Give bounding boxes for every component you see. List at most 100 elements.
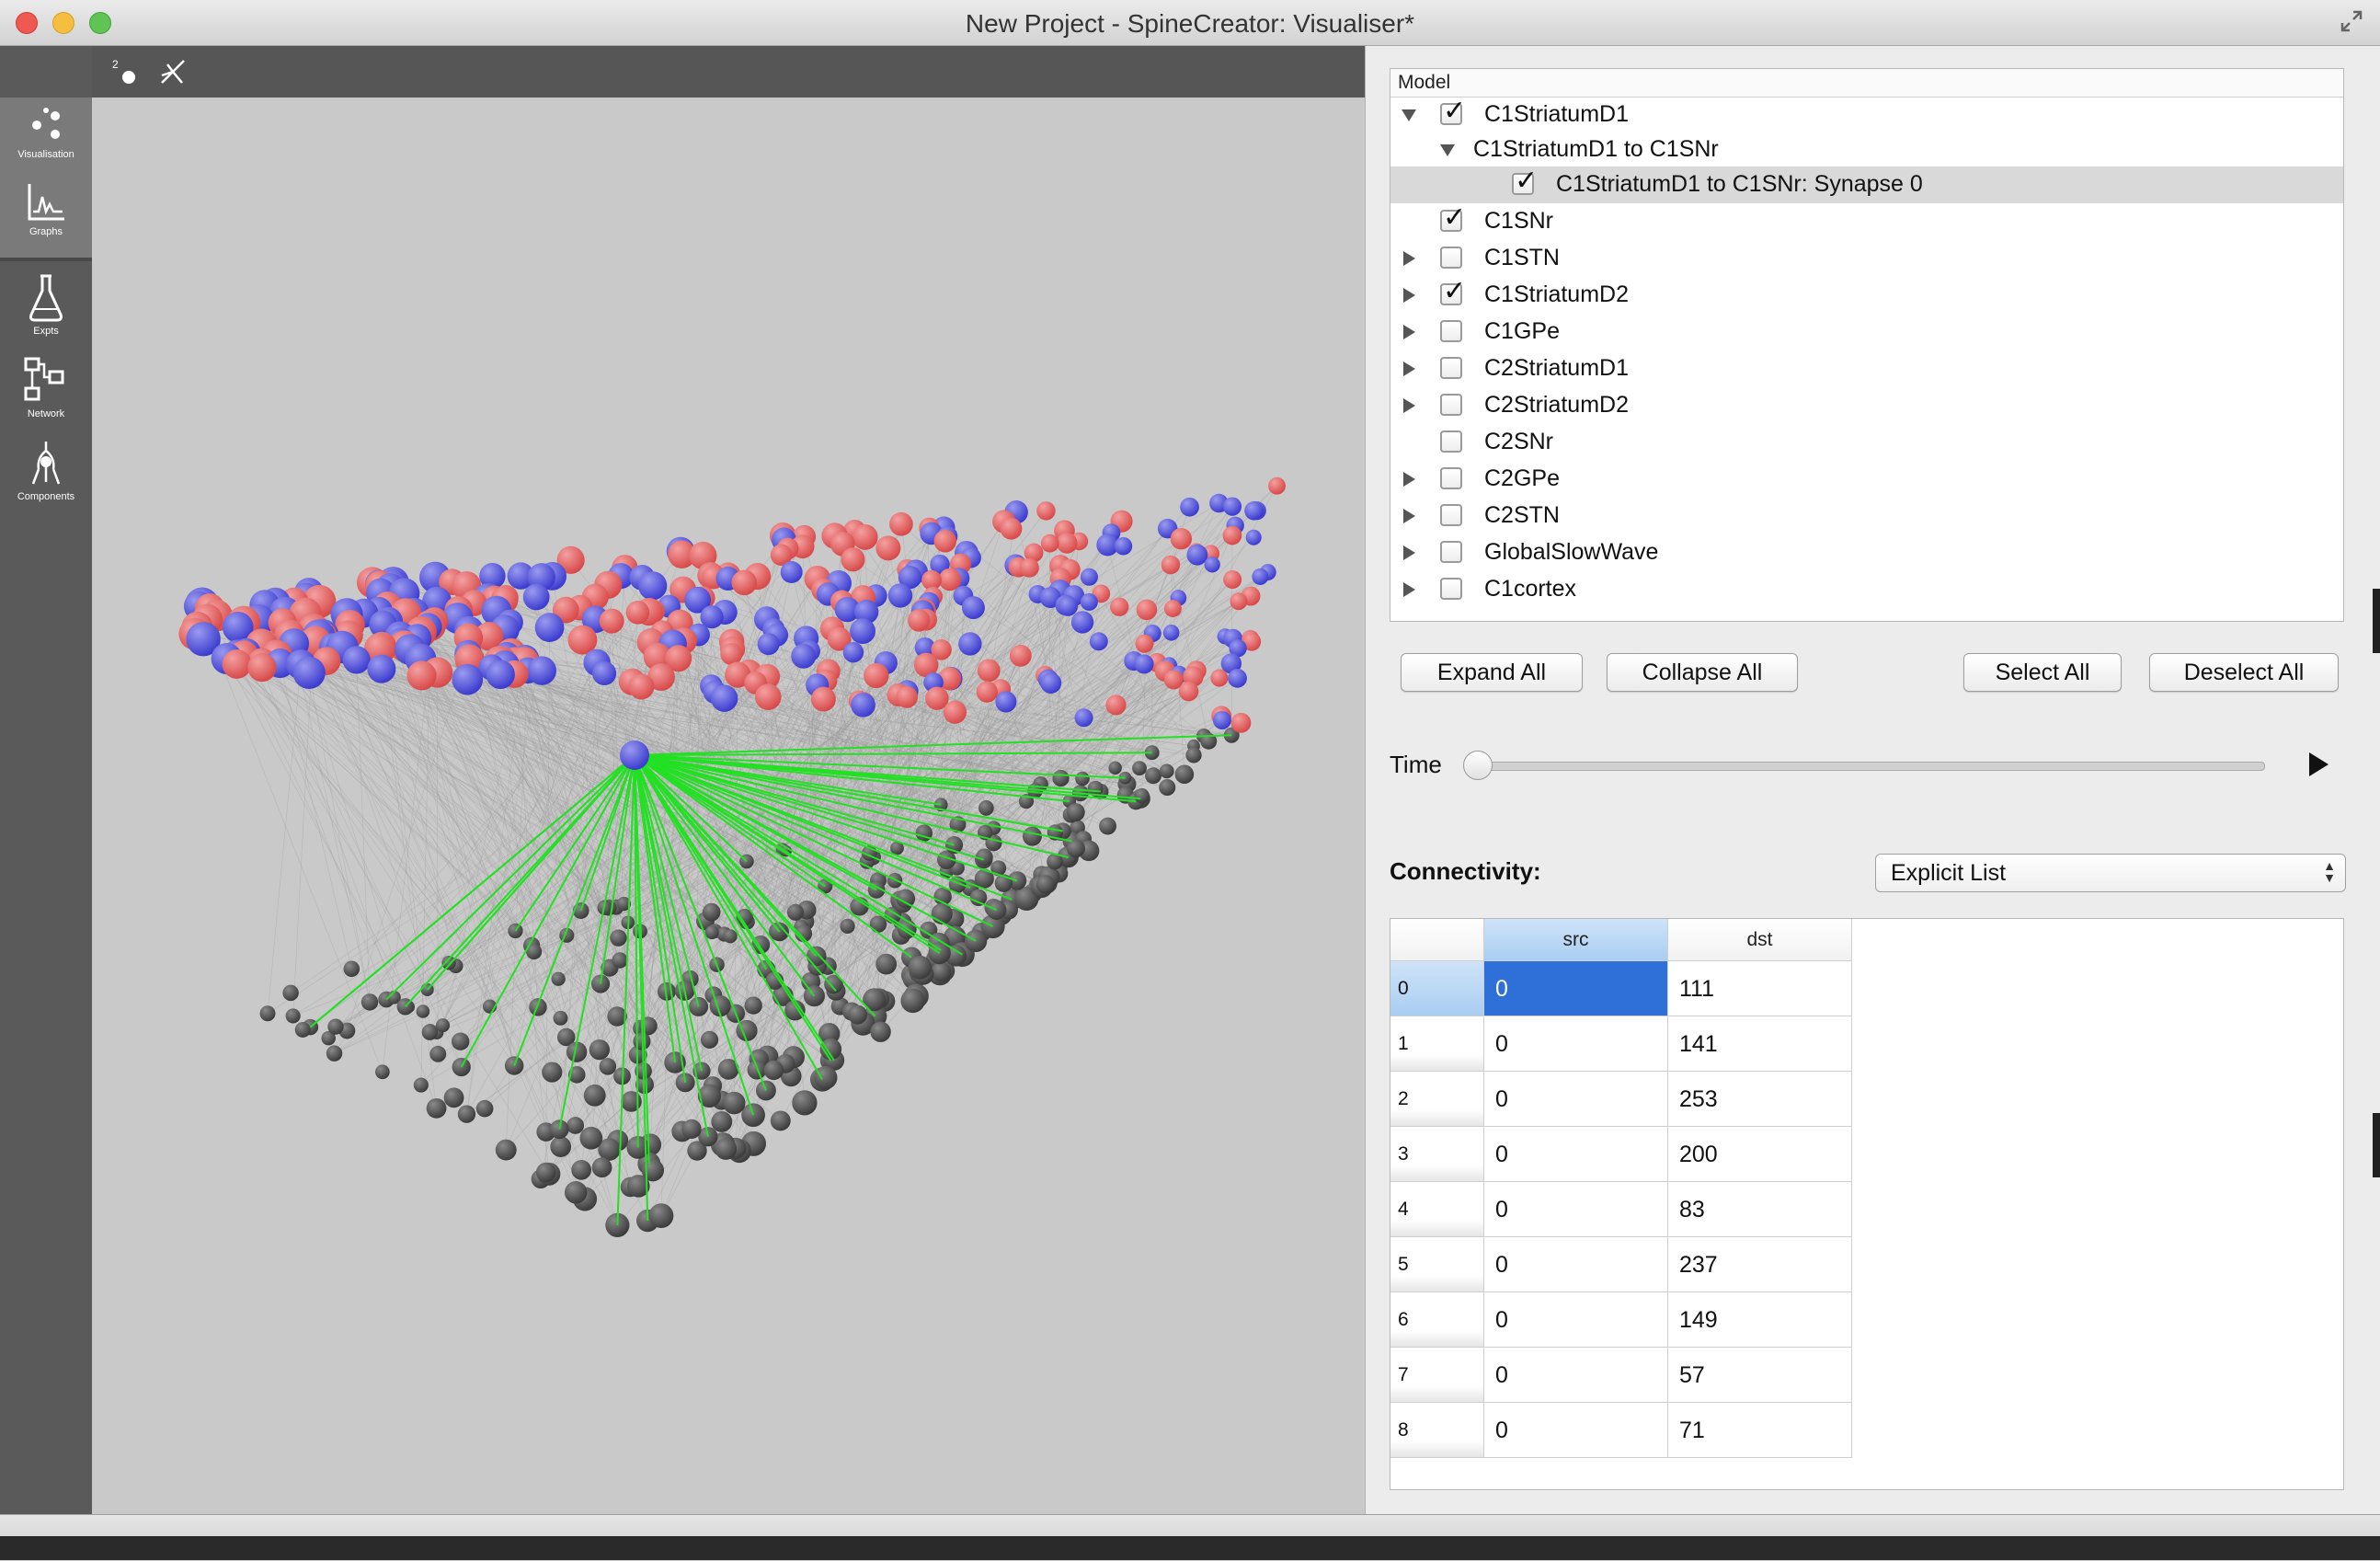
tree-item-checkbox[interactable] (1440, 394, 1462, 416)
tree-item-checkbox[interactable] (1440, 247, 1462, 269)
sidebar-item-visualisation[interactable]: Visualisation (0, 98, 92, 181)
disclosure-collapsed-icon[interactable] (1403, 582, 1415, 597)
src-cell[interactable]: 0 (1484, 1292, 1668, 1348)
src-cell[interactable]: 0 (1484, 1182, 1668, 1237)
2d-view-icon[interactable]: 2 (107, 55, 143, 88)
tree-item-checkbox[interactable]: ✓ (1440, 98, 1466, 125)
src-cell[interactable]: 0 (1484, 1016, 1668, 1072)
connectivity-table: src dst 0 0 111 1 0 141 2 0 253 3 0 200 4 0 83 5 0 237 6 0 1… (1390, 918, 2344, 1490)
sidebar-item-network[interactable]: Network (0, 350, 92, 432)
sidebar-item-components[interactable]: Components (0, 432, 92, 515)
row-header[interactable]: 7 (1390, 1348, 1484, 1403)
fullscreen-icon[interactable] (2340, 9, 2363, 33)
tree-item[interactable]: C2GPe (1390, 461, 2343, 498)
row-header[interactable]: 2 (1390, 1072, 1484, 1127)
tree-item-checkbox[interactable] (1440, 504, 1462, 526)
disclosure-collapsed-icon[interactable] (1403, 325, 1415, 339)
tree-item-checkbox[interactable] (1440, 357, 1462, 379)
disclosure-collapsed-icon[interactable] (1403, 398, 1415, 413)
collapse-all-button[interactable]: Collapse All (1607, 653, 1798, 692)
dst-cell[interactable]: 71 (1668, 1403, 1852, 1458)
table-corner-header (1390, 919, 1484, 961)
dst-cell[interactable]: 111 (1668, 961, 1852, 1016)
tree-item-checkbox[interactable] (1440, 467, 1462, 489)
src-cell[interactable]: 0 (1484, 1348, 1668, 1403)
tree-item[interactable]: ✓ C1StriatumD2 (1390, 277, 2343, 314)
row-header[interactable]: 6 (1390, 1292, 1484, 1348)
disclosure-collapsed-icon[interactable] (1403, 288, 1415, 303)
dst-cell[interactable]: 57 (1668, 1348, 1852, 1403)
window-title: New Project - SpineCreator: Visualiser* (965, 9, 1415, 38)
tree-item[interactable]: C2SNr (1390, 424, 2343, 461)
connectivity-type-select[interactable]: Explicit List ▲ ▼ (1875, 854, 2346, 892)
zoom-window-button[interactable] (89, 12, 111, 34)
close-window-button[interactable] (16, 12, 38, 34)
tree-item[interactable]: ✓ C1StriatumD1 (1390, 97, 2343, 133)
tree-item-checkbox[interactable] (1440, 320, 1462, 342)
deselect-all-button[interactable]: Deselect All (2149, 653, 2339, 692)
tree-item[interactable]: ✓ C1StriatumD1 to C1SNr: Synapse 0 (1390, 166, 2343, 203)
disclosure-expanded-icon[interactable] (1440, 144, 1455, 156)
tree-item[interactable]: C1StriatumD1 to C1SNr (1390, 132, 2343, 168)
tree-item[interactable]: GlobalSlowWave (1390, 534, 2343, 571)
column-header-src[interactable]: src (1484, 919, 1668, 961)
column-header-dst[interactable]: dst (1668, 919, 1852, 961)
expand-all-button[interactable]: Expand All (1401, 653, 1583, 692)
tree-item-checkbox[interactable]: ✓ (1440, 204, 1466, 232)
dst-cell[interactable]: 149 (1668, 1292, 1852, 1348)
disclosure-collapsed-icon[interactable] (1403, 472, 1415, 487)
network-3d-viewport[interactable] (92, 98, 1365, 1514)
src-cell[interactable]: 0 (1484, 1072, 1668, 1127)
src-cell[interactable]: 0 (1484, 961, 1668, 1016)
table-row[interactable]: 0 0 111 (1390, 961, 1852, 1016)
tree-item[interactable]: ✓ C1SNr (1390, 203, 2343, 240)
disclosure-collapsed-icon[interactable] (1403, 362, 1415, 376)
table-row[interactable]: 7 0 57 (1390, 1348, 1852, 1403)
dst-cell[interactable]: 253 (1668, 1072, 1852, 1127)
sidebar-item-graphs[interactable]: Graphs (0, 175, 92, 258)
time-slider-handle[interactable] (1463, 751, 1493, 780)
tree-item-checkbox[interactable] (1440, 541, 1462, 563)
tree-item[interactable]: C1GPe (1390, 314, 2343, 350)
select-all-button[interactable]: Select All (1963, 653, 2122, 692)
dst-cell[interactable]: 83 (1668, 1182, 1852, 1237)
tree-item[interactable]: C1cortex (1390, 571, 2343, 608)
disclosure-collapsed-icon[interactable] (1403, 545, 1415, 560)
dst-cell[interactable]: 237 (1668, 1237, 1852, 1292)
row-header[interactable]: 4 (1390, 1182, 1484, 1237)
table-row[interactable]: 8 0 71 (1390, 1403, 1852, 1458)
tree-item-checkbox[interactable]: ✓ (1440, 278, 1466, 305)
time-slider[interactable] (1465, 762, 2265, 771)
table-row[interactable]: 2 0 253 (1390, 1072, 1852, 1127)
tree-item[interactable]: C1STN (1390, 240, 2343, 277)
table-row[interactable]: 3 0 200 (1390, 1127, 1852, 1182)
tree-item-checkbox[interactable] (1440, 430, 1462, 453)
src-cell[interactable]: 0 (1484, 1403, 1668, 1458)
sidebar-item-expts[interactable]: Expts (0, 267, 92, 350)
row-header[interactable]: 8 (1390, 1403, 1484, 1458)
row-header[interactable]: 1 (1390, 1016, 1484, 1072)
play-icon[interactable] (2309, 752, 2329, 776)
connectivity-label: Connectivity: (1390, 857, 1541, 885)
tree-item[interactable]: C2STN (1390, 498, 2343, 534)
tree-item-checkbox[interactable]: ✓ (1512, 167, 1538, 195)
table-row[interactable]: 6 0 149 (1390, 1292, 1852, 1348)
src-cell[interactable]: 0 (1484, 1237, 1668, 1292)
row-header[interactable]: 3 (1390, 1127, 1484, 1182)
dst-cell[interactable]: 200 (1668, 1127, 1852, 1182)
disclosure-collapsed-icon[interactable] (1403, 509, 1415, 523)
tree-item[interactable]: C2StriatumD2 (1390, 387, 2343, 424)
row-header[interactable]: 0 (1390, 961, 1484, 1016)
row-header[interactable]: 5 (1390, 1237, 1484, 1292)
minimize-window-button[interactable] (52, 12, 74, 34)
table-row[interactable]: 1 0 141 (1390, 1016, 1852, 1072)
disclosure-collapsed-icon[interactable] (1403, 251, 1415, 266)
reset-axes-icon[interactable] (154, 55, 191, 88)
table-row[interactable]: 5 0 237 (1390, 1237, 1852, 1292)
src-cell[interactable]: 0 (1484, 1127, 1668, 1182)
disclosure-expanded-icon[interactable] (1402, 109, 1416, 121)
tree-item-checkbox[interactable] (1440, 578, 1462, 600)
table-row[interactable]: 4 0 83 (1390, 1182, 1852, 1237)
tree-item[interactable]: C2StriatumD1 (1390, 350, 2343, 387)
dst-cell[interactable]: 141 (1668, 1016, 1852, 1072)
